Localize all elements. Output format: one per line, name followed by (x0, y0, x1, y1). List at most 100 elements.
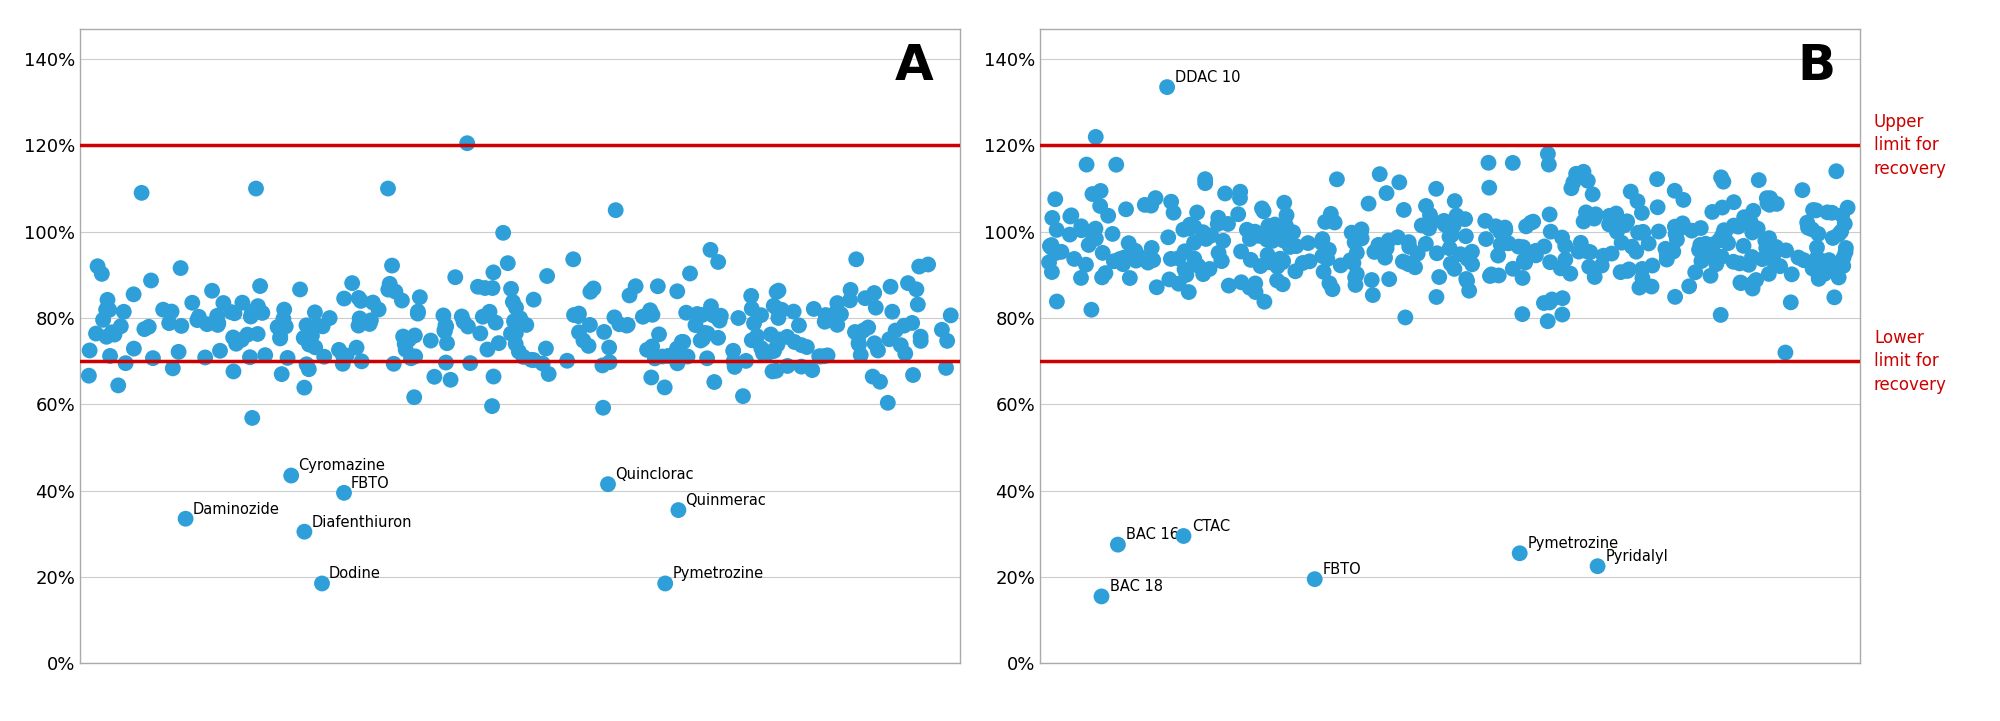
Text: Cyromazine: Cyromazine (298, 459, 386, 474)
Point (454, 358, 486, 369)
Point (1614, 264, 1646, 275)
Point (562, 309, 594, 320)
Point (842, 337, 874, 349)
Text: Dodine: Dodine (330, 566, 380, 581)
Point (1246, 203, 1278, 214)
Point (1280, 265, 1312, 277)
Point (1728, 240, 1760, 252)
Point (1306, 236, 1338, 248)
Point (746, 309, 778, 321)
Point (1152, 81, 1184, 93)
Point (662, 358, 694, 369)
Point (874, 334, 906, 345)
Point (626, 311, 658, 322)
Point (636, 372, 668, 384)
Point (1596, 248, 1628, 260)
Point (1040, 247, 1072, 259)
Point (216, 306, 248, 318)
Point (1358, 246, 1390, 257)
Point (270, 321, 302, 332)
Point (1258, 218, 1290, 230)
Point (1450, 213, 1482, 225)
Point (1244, 229, 1276, 240)
Point (1664, 222, 1696, 234)
Point (782, 319, 814, 331)
Point (718, 345, 750, 357)
Point (1818, 260, 1850, 272)
Point (1816, 232, 1848, 244)
Point (1034, 240, 1066, 252)
Point (1534, 257, 1566, 268)
Point (234, 351, 266, 363)
Point (662, 342, 694, 354)
Point (1642, 201, 1674, 213)
Point (1212, 218, 1244, 230)
Point (1172, 223, 1204, 234)
Point (1788, 255, 1820, 266)
Point (232, 329, 264, 340)
Point (1346, 224, 1378, 235)
Point (428, 324, 460, 336)
Point (1496, 157, 1528, 169)
Point (192, 319, 224, 330)
Point (1550, 240, 1582, 252)
Point (762, 312, 794, 324)
Point (526, 358, 558, 369)
Point (1434, 222, 1466, 234)
Point (90, 331, 122, 342)
Point (652, 350, 684, 362)
Point (1092, 210, 1124, 221)
Point (890, 348, 922, 359)
Point (1532, 149, 1564, 160)
Point (432, 337, 464, 349)
Point (1812, 207, 1844, 218)
Text: DDAC 10: DDAC 10 (1176, 70, 1240, 85)
Point (926, 324, 958, 335)
Point (480, 317, 512, 328)
Point (1718, 256, 1750, 267)
Point (552, 355, 584, 366)
Text: FBTO: FBTO (352, 476, 390, 491)
Point (804, 350, 836, 362)
Point (1434, 258, 1466, 270)
Point (1250, 234, 1282, 245)
Point (1822, 272, 1854, 283)
Point (510, 319, 542, 331)
Point (1624, 282, 1656, 293)
Point (386, 295, 418, 306)
Point (1226, 246, 1258, 257)
Point (1102, 539, 1134, 550)
Point (1492, 237, 1524, 249)
Text: Diafenthiuron: Diafenthiuron (312, 515, 412, 529)
Point (80, 328, 112, 340)
Point (502, 346, 534, 358)
Point (342, 292, 374, 304)
Point (1338, 257, 1370, 269)
Point (1240, 286, 1272, 298)
Point (1154, 253, 1186, 265)
Point (204, 345, 236, 357)
Point (1612, 216, 1644, 227)
Point (892, 278, 924, 289)
Point (1710, 235, 1742, 247)
Point (1806, 257, 1838, 269)
Point (1410, 200, 1442, 212)
Point (1262, 275, 1294, 286)
Point (786, 360, 818, 372)
Point (496, 283, 528, 295)
Point (1428, 219, 1460, 231)
Point (190, 352, 222, 363)
Point (1502, 241, 1534, 252)
Point (644, 329, 676, 340)
Point (1578, 271, 1610, 283)
Point (1370, 252, 1402, 263)
Point (1370, 187, 1402, 199)
Point (760, 303, 792, 314)
Point (1140, 281, 1172, 293)
Point (1800, 205, 1832, 216)
Point (1364, 169, 1396, 180)
Point (1556, 182, 1588, 194)
Point (1256, 235, 1288, 247)
Point (858, 337, 890, 349)
Point (558, 254, 590, 265)
